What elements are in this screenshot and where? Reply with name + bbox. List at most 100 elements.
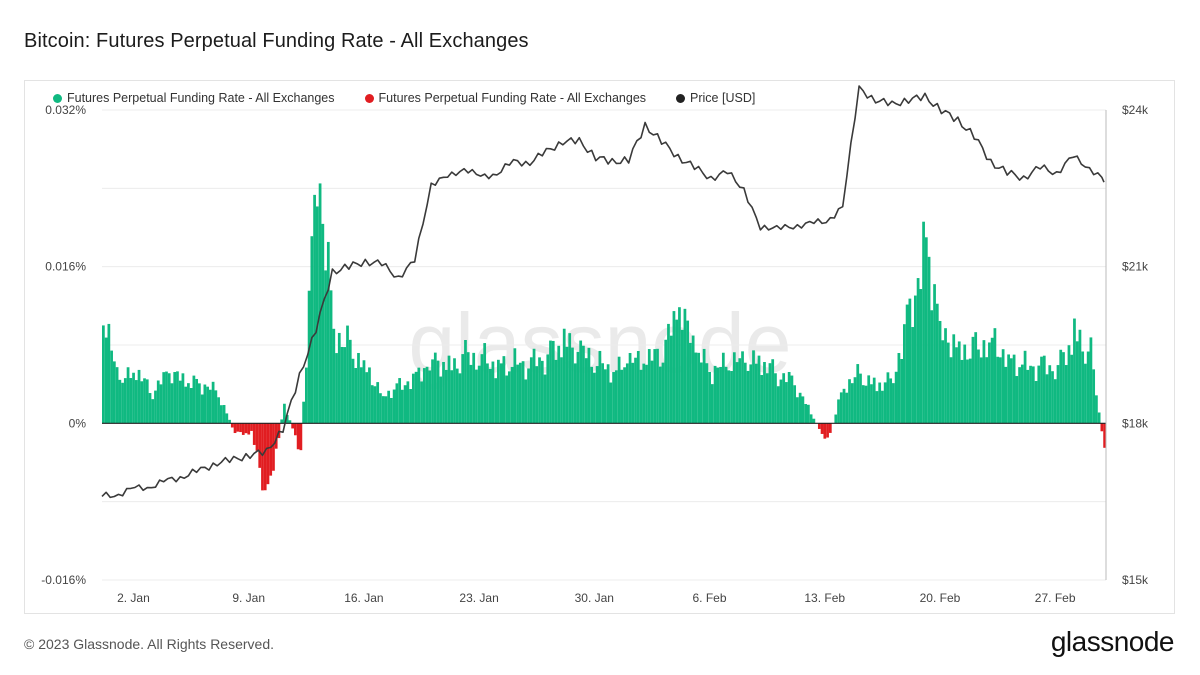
funding-bar-positive <box>222 405 226 424</box>
funding-bar-positive <box>1078 329 1082 424</box>
funding-bar-positive <box>675 319 679 424</box>
funding-bar-positive <box>1009 358 1013 424</box>
funding-bar-positive <box>593 372 596 424</box>
funding-bar-positive <box>310 236 314 424</box>
funding-bar-positive <box>774 373 777 424</box>
funding-bar-positive <box>796 397 799 424</box>
legend-item-funding-negative[interactable]: Futures Perpetual Funding Rate - All Exc… <box>364 91 647 105</box>
x-tick-label: 13. Feb <box>804 591 845 605</box>
funding-bar-positive <box>102 325 105 424</box>
funding-bar-positive <box>617 356 621 424</box>
funding-bar-negative <box>261 423 264 491</box>
funding-bar-positive <box>974 332 978 424</box>
funding-bar-positive <box>527 368 530 424</box>
funding-bar-positive <box>853 377 857 424</box>
funding-bar-positive <box>793 385 797 424</box>
funding-bar-positive <box>746 370 750 424</box>
legend-item-funding-positive[interactable]: Futures Perpetual Funding Rate - All Exc… <box>53 91 335 105</box>
funding-bar-positive <box>406 381 410 424</box>
funding-bar-negative <box>255 423 259 451</box>
legend-item-price[interactable]: Price [USD] <box>676 91 755 105</box>
funding-bar-positive <box>1020 364 1024 424</box>
funding-bar-positive <box>642 363 646 424</box>
funding-bar-positive <box>757 355 761 424</box>
legend-dot-price <box>676 93 686 103</box>
funding-bar-positive <box>461 354 465 424</box>
y-right-tick-label: $24k <box>1122 103 1149 117</box>
funding-bar-positive <box>1070 354 1074 424</box>
funding-bar-positive <box>354 368 358 424</box>
funding-bar-positive <box>576 351 580 424</box>
brand-logo[interactable]: glassnode <box>1050 626 1175 657</box>
funding-bar-positive <box>776 386 780 424</box>
funding-bar-positive <box>337 332 341 424</box>
funding-bar-negative <box>244 423 248 434</box>
funding-bar-positive <box>1092 369 1096 424</box>
funding-bars <box>102 183 1106 491</box>
funding-bar-positive <box>368 367 371 424</box>
legend-label: Futures Perpetual Funding Rate - All Exc… <box>378 91 647 105</box>
funding-bar-negative <box>294 423 297 436</box>
funding-bar-positive <box>1089 337 1093 424</box>
funding-bar-positive <box>455 368 459 424</box>
funding-bar-positive <box>683 308 687 424</box>
funding-bar-positive <box>551 340 555 424</box>
funding-bar-positive <box>628 352 632 424</box>
funding-bar-positive <box>1018 367 1021 424</box>
funding-bar-positive <box>584 358 588 424</box>
funding-bar-positive <box>1029 365 1032 424</box>
funding-bar-positive <box>801 396 805 424</box>
funding-bar-positive <box>656 348 659 424</box>
funding-bar-positive <box>219 405 223 424</box>
funding-bar-positive <box>414 371 418 424</box>
funding-bar-positive <box>469 364 473 424</box>
funding-bar-positive <box>173 372 177 424</box>
funding-bar-negative <box>266 423 270 485</box>
legend-label: Futures Perpetual Funding Rate - All Exc… <box>67 91 335 105</box>
funding-bar-positive <box>985 357 989 424</box>
funding-bar-positive <box>724 366 728 424</box>
funding-bar-positive <box>1067 345 1071 424</box>
funding-bar-positive <box>993 328 997 424</box>
funding-bar-positive <box>1004 366 1008 424</box>
funding-bar-positive <box>900 358 904 424</box>
funding-bar-positive <box>524 379 528 424</box>
y-right-tick-label: $18k <box>1122 416 1149 430</box>
funding-bar-positive <box>1059 349 1063 424</box>
funding-bar-positive <box>340 346 344 424</box>
funding-bar-positive <box>499 363 503 424</box>
funding-bar-positive <box>661 362 665 424</box>
funding-bar-positive <box>206 386 209 424</box>
funding-bar-positive <box>134 380 138 424</box>
funding-bar-positive <box>1073 318 1076 424</box>
funding-bar-positive <box>143 378 146 424</box>
funding-bar-positive <box>403 385 407 424</box>
funding-bar-positive <box>453 358 456 424</box>
funding-bar-positive <box>156 380 160 424</box>
funding-bar-positive <box>420 381 423 424</box>
funding-bar-positive <box>894 371 898 424</box>
funding-bar-positive <box>225 413 229 424</box>
funding-bar-positive <box>132 372 135 424</box>
funding-bar-positive <box>749 364 753 424</box>
funding-bar-positive <box>864 385 868 424</box>
funding-bar-positive <box>790 375 794 424</box>
funding-bar-positive <box>938 320 942 424</box>
price-line-group <box>101 85 1105 499</box>
funding-bar-positive <box>425 366 429 424</box>
funding-bar-positive <box>540 360 544 424</box>
funding-bar-positive <box>966 359 969 424</box>
funding-bar-positive <box>892 383 895 424</box>
funding-bar-positive <box>680 329 684 424</box>
funding-bar-positive <box>1095 395 1098 424</box>
funding-bar-positive <box>957 341 961 424</box>
y-left-tick-label: 0% <box>69 416 87 430</box>
funding-bar-positive <box>754 363 758 424</box>
funding-bar-positive <box>960 359 964 424</box>
x-tick-label: 2. Jan <box>117 591 150 605</box>
funding-bar-positive <box>872 377 876 424</box>
funding-bar-positive <box>768 363 772 424</box>
funding-bar-positive <box>118 379 122 424</box>
funding-bar-positive <box>741 351 744 424</box>
funding-bar-negative <box>299 423 303 451</box>
